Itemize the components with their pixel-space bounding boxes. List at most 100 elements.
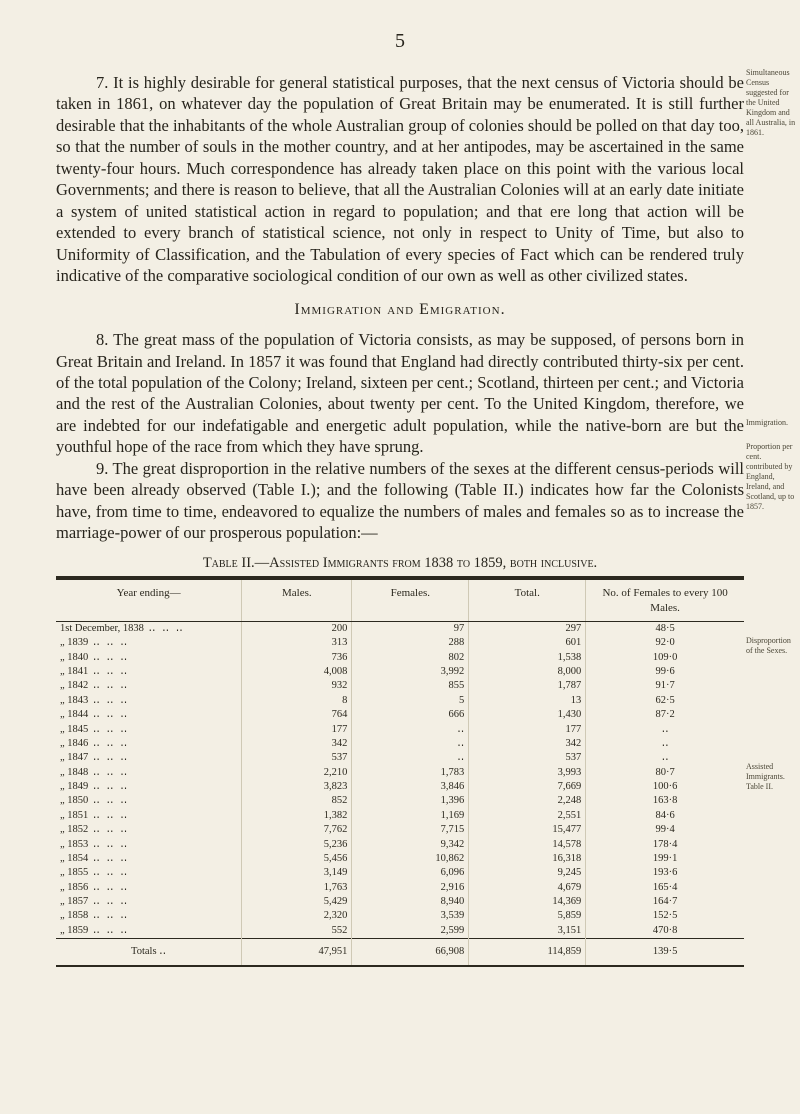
cell-year: „ 1846 ‥ ‥ ‥ xyxy=(56,737,242,751)
cell-females: 8,940 xyxy=(352,895,469,909)
cell-total: 3,993 xyxy=(469,766,586,780)
cell-total: 4,679 xyxy=(469,881,586,895)
body-text: 7. It is highly desirable for general st… xyxy=(56,72,744,544)
cell-females: ‥ xyxy=(352,723,469,737)
table-body: 1st December, 1838 ‥ ‥ ‥2009729748·5„ 18… xyxy=(56,621,744,938)
cell-ratio: 470·8 xyxy=(586,924,744,939)
cell-year: „ 1854 ‥ ‥ ‥ xyxy=(56,852,242,866)
cell-ratio: 100·6 xyxy=(586,780,744,794)
cell-females: ‥ xyxy=(352,751,469,765)
cell-ratio: 92·0 xyxy=(586,636,744,650)
cell-females: 1,396 xyxy=(352,794,469,808)
cell-ratio: 87·2 xyxy=(586,708,744,722)
table-row: „ 1849 ‥ ‥ ‥3,8233,8467,669100·6 xyxy=(56,780,744,794)
cell-total: 2,248 xyxy=(469,794,586,808)
margin-note-p8: Proportion per cent. contributed by Engl… xyxy=(746,442,796,512)
totals-females: 66,908 xyxy=(352,939,469,966)
table-row: „ 1845 ‥ ‥ ‥177‥177‥ xyxy=(56,723,744,737)
cell-males: 2,320 xyxy=(242,909,352,923)
col-females: Females. xyxy=(352,579,469,621)
margin-note-immigration-head: Immigration. xyxy=(746,418,796,428)
cell-males: 4,008 xyxy=(242,665,352,679)
cell-ratio: 48·5 xyxy=(586,621,744,636)
cell-females: 3,846 xyxy=(352,780,469,794)
cell-males: 2,210 xyxy=(242,766,352,780)
cell-year: „ 1843 ‥ ‥ ‥ xyxy=(56,694,242,708)
table-row: „ 1852 ‥ ‥ ‥7,7627,71515,47799·4 xyxy=(56,823,744,837)
cell-males: 7,762 xyxy=(242,823,352,837)
cell-females: 1,783 xyxy=(352,766,469,780)
col-males: Males. xyxy=(242,579,352,621)
cell-females: 3,992 xyxy=(352,665,469,679)
cell-ratio: 152·5 xyxy=(586,909,744,923)
totals-label: Totals ‥ xyxy=(56,939,242,966)
col-year: Year ending— xyxy=(56,579,242,621)
cell-year: „ 1853 ‥ ‥ ‥ xyxy=(56,838,242,852)
cell-males: 1,382 xyxy=(242,809,352,823)
cell-females: 288 xyxy=(352,636,469,650)
cell-ratio: 80·7 xyxy=(586,766,744,780)
cell-males: 313 xyxy=(242,636,352,650)
cell-ratio: ‥ xyxy=(586,737,744,751)
cell-year: „ 1857 ‥ ‥ ‥ xyxy=(56,895,242,909)
table-wrapper: Year ending— Males. Females. Total. No. … xyxy=(56,576,744,966)
cell-ratio: 84·6 xyxy=(586,809,744,823)
cell-total: 537 xyxy=(469,751,586,765)
cell-females: 802 xyxy=(352,651,469,665)
cell-males: 764 xyxy=(242,708,352,722)
cell-total: 9,245 xyxy=(469,866,586,880)
table-row: „ 1848 ‥ ‥ ‥2,2101,7833,99380·7 xyxy=(56,766,744,780)
cell-ratio: 199·1 xyxy=(586,852,744,866)
cell-males: 342 xyxy=(242,737,352,751)
cell-year: „ 1848 ‥ ‥ ‥ xyxy=(56,766,242,780)
cell-total: 14,369 xyxy=(469,895,586,909)
cell-total: 177 xyxy=(469,723,586,737)
cell-ratio: 62·5 xyxy=(586,694,744,708)
cell-total: 3,151 xyxy=(469,924,586,939)
cell-females: 6,096 xyxy=(352,866,469,880)
cell-ratio: 99·6 xyxy=(586,665,744,679)
cell-year: „ 1842 ‥ ‥ ‥ xyxy=(56,679,242,693)
cell-males: 5,429 xyxy=(242,895,352,909)
table-row: „ 1858 ‥ ‥ ‥2,3203,5395,859152·5 xyxy=(56,909,744,923)
cell-females: 97 xyxy=(352,621,469,636)
cell-males: 8 xyxy=(242,694,352,708)
cell-ratio: 163·8 xyxy=(586,794,744,808)
cell-males: 177 xyxy=(242,723,352,737)
table-row: „ 1855 ‥ ‥ ‥3,1496,0969,245193·6 xyxy=(56,866,744,880)
cell-year: „ 1840 ‥ ‥ ‥ xyxy=(56,651,242,665)
table-row: „ 1847 ‥ ‥ ‥537‥537‥ xyxy=(56,751,744,765)
cell-total: 14,578 xyxy=(469,838,586,852)
cell-ratio: ‥ xyxy=(586,751,744,765)
cell-males: 200 xyxy=(242,621,352,636)
cell-ratio: 109·0 xyxy=(586,651,744,665)
totals-males: 47,951 xyxy=(242,939,352,966)
section-heading-immigration: Immigration and Emigration. xyxy=(56,300,744,321)
paragraph-8: 8. The great mass of the population of V… xyxy=(56,329,744,458)
table-row: „ 1859 ‥ ‥ ‥5522,5993,151470·8 xyxy=(56,924,744,939)
cell-year: „ 1859 ‥ ‥ ‥ xyxy=(56,924,242,939)
cell-ratio: 178·4 xyxy=(586,838,744,852)
cell-year: „ 1849 ‥ ‥ ‥ xyxy=(56,780,242,794)
cell-females: 10,862 xyxy=(352,852,469,866)
cell-total: 297 xyxy=(469,621,586,636)
cell-total: 5,859 xyxy=(469,909,586,923)
cell-total: 1,787 xyxy=(469,679,586,693)
cell-total: 8,000 xyxy=(469,665,586,679)
cell-year: „ 1839 ‥ ‥ ‥ xyxy=(56,636,242,650)
cell-year: „ 1847 ‥ ‥ ‥ xyxy=(56,751,242,765)
cell-total: 1,538 xyxy=(469,651,586,665)
cell-males: 5,456 xyxy=(242,852,352,866)
table-row: „ 1854 ‥ ‥ ‥5,45610,86216,318199·1 xyxy=(56,852,744,866)
cell-males: 852 xyxy=(242,794,352,808)
table-row: „ 1853 ‥ ‥ ‥5,2369,34214,578178·4 xyxy=(56,838,744,852)
cell-ratio: 99·4 xyxy=(586,823,744,837)
cell-females: 855 xyxy=(352,679,469,693)
cell-total: 2,551 xyxy=(469,809,586,823)
table-row: „ 1843 ‥ ‥ ‥851362·5 xyxy=(56,694,744,708)
paragraph-7: 7. It is highly desirable for general st… xyxy=(56,72,744,286)
cell-year: „ 1845 ‥ ‥ ‥ xyxy=(56,723,242,737)
cell-total: 1,430 xyxy=(469,708,586,722)
cell-ratio: ‥ xyxy=(586,723,744,737)
page: 5 Simultaneous Census suggested for the … xyxy=(0,0,800,1007)
